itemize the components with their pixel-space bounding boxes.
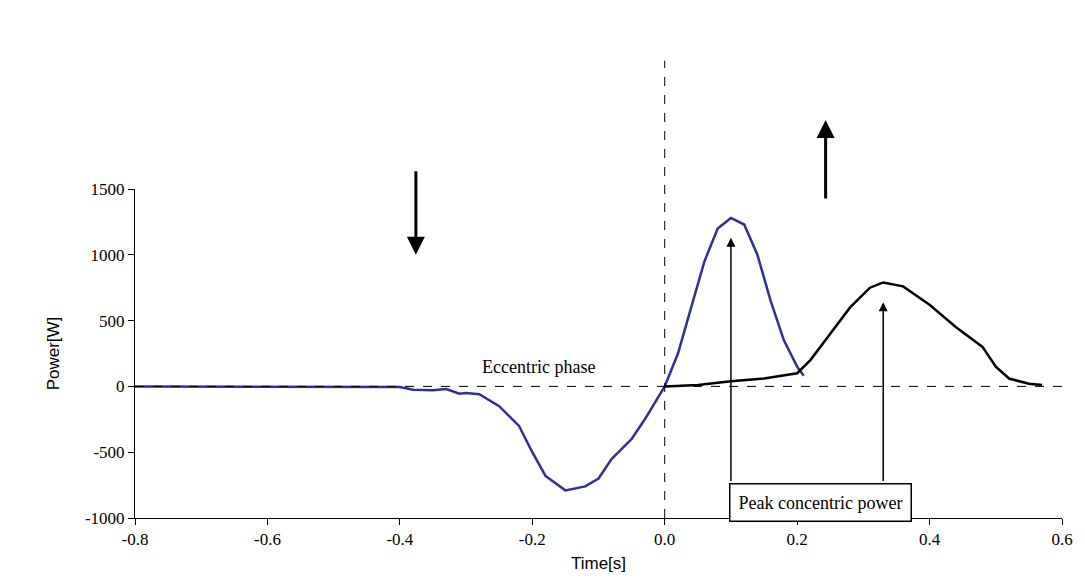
svg-text:Eccentric phase: Eccentric phase	[482, 357, 595, 377]
svg-text:0.4: 0.4	[919, 530, 941, 549]
svg-text:0: 0	[116, 377, 125, 396]
svg-text:Power[W]: Power[W]	[44, 317, 63, 391]
svg-text:-0.4: -0.4	[386, 530, 413, 549]
svg-text:500: 500	[99, 312, 125, 331]
svg-text:-0.8: -0.8	[122, 530, 149, 549]
svg-text:0.6: 0.6	[1051, 530, 1072, 549]
svg-text:0.2: 0.2	[787, 530, 808, 549]
svg-text:Time[s]: Time[s]	[571, 554, 626, 573]
svg-text:1500: 1500	[91, 180, 125, 199]
svg-text:-0.6: -0.6	[254, 530, 281, 549]
svg-text:-500: -500	[93, 443, 124, 462]
svg-text:0.0: 0.0	[654, 530, 675, 549]
svg-text:-0.2: -0.2	[519, 530, 546, 549]
svg-text:1000: 1000	[91, 246, 125, 265]
svg-text:-1000: -1000	[85, 509, 125, 528]
svg-text:Peak concentric power: Peak concentric power	[739, 493, 903, 513]
